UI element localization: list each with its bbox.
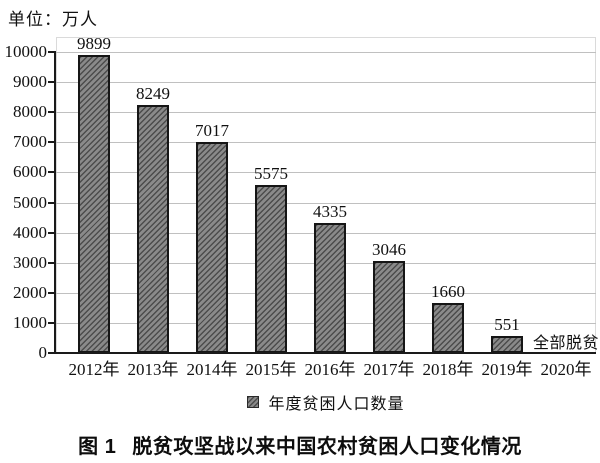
y-tick-label: 2000	[13, 282, 47, 302]
y-axis-line	[54, 52, 56, 353]
y-tick-label: 8000	[13, 102, 47, 122]
y-tick-label: 1000	[13, 312, 47, 332]
y-tick-label: 3000	[13, 252, 47, 272]
x-tick-label: 2020年	[540, 360, 592, 379]
bar-value-label: 1660	[431, 282, 465, 302]
legend-hatched-swatch-icon	[247, 396, 260, 408]
y-tick-label: 9000	[13, 72, 47, 92]
x-tick-label: 2015年	[245, 360, 297, 379]
bar-2014年	[196, 141, 228, 353]
y-axis-tick	[48, 261, 56, 264]
bar-value-label: 5575	[254, 164, 288, 184]
y-tick-label: 5000	[13, 192, 47, 212]
bar-2019年	[491, 336, 523, 353]
y-axis-tick	[48, 231, 56, 234]
y-axis-tick	[48, 81, 56, 84]
plot-area	[56, 37, 596, 353]
x-tick-label: 2019年	[481, 360, 533, 379]
gridline	[56, 202, 596, 204]
gridline	[56, 52, 596, 53]
x-tick-label: 2014年	[186, 360, 238, 379]
x-tick-label: 2012年	[68, 360, 120, 379]
x-tick-label: 2017年	[363, 360, 415, 379]
figure-number: 图 1	[78, 436, 117, 458]
bar-value-label: 9899	[77, 34, 111, 54]
y-tick-label: 4000	[13, 222, 47, 242]
x-tick-label: 2016年	[304, 360, 356, 379]
bar-2015年	[255, 185, 287, 353]
y-axis-tick	[48, 141, 56, 144]
figure-caption: 图 1 脱贫攻坚战以来中国农村贫困人口变化情况	[0, 430, 600, 459]
y-axis-tick	[48, 352, 56, 354]
y-axis-tick	[48, 201, 56, 204]
y-axis-tick	[48, 111, 56, 114]
bar-value-label: 7017	[195, 120, 229, 140]
y-tick-label: 10000	[4, 42, 48, 61]
bar-value-label: 4335	[313, 201, 347, 221]
y-axis-tick	[48, 321, 56, 324]
gridline	[56, 82, 596, 84]
x-tick-label: 2013年	[127, 360, 179, 379]
legend: 年度贫困人口数量	[56, 393, 596, 413]
bar-2017年	[373, 261, 405, 353]
x-axis-line	[54, 352, 596, 354]
bar-2012年	[78, 55, 110, 353]
bar-2016年	[314, 222, 346, 353]
y-axis-tick	[48, 51, 56, 53]
y-tick-label: 7000	[13, 132, 47, 152]
y-tick-label: 0	[38, 343, 48, 362]
gridline	[56, 142, 596, 144]
y-tick-label: 6000	[13, 162, 47, 182]
gridline	[56, 112, 596, 114]
bar-value-label: 3046	[372, 240, 406, 260]
bar-2018年	[432, 303, 464, 353]
bar-2013年	[137, 104, 169, 353]
annotation-2020年: 全部脱贫	[532, 335, 599, 352]
x-tick-label: 2018年	[422, 360, 474, 379]
y-axis-tick	[48, 291, 56, 294]
figure-title: 脱贫攻坚战以来中国农村贫困人口变化情况	[132, 436, 522, 458]
legend-label: 年度贫困人口数量	[268, 396, 405, 413]
gridline	[56, 172, 596, 174]
bar-value-label: 551	[494, 315, 520, 335]
unit-label: 单位：万人	[8, 10, 98, 29]
bar-value-label: 8249	[136, 83, 170, 103]
y-axis-tick	[48, 171, 56, 174]
